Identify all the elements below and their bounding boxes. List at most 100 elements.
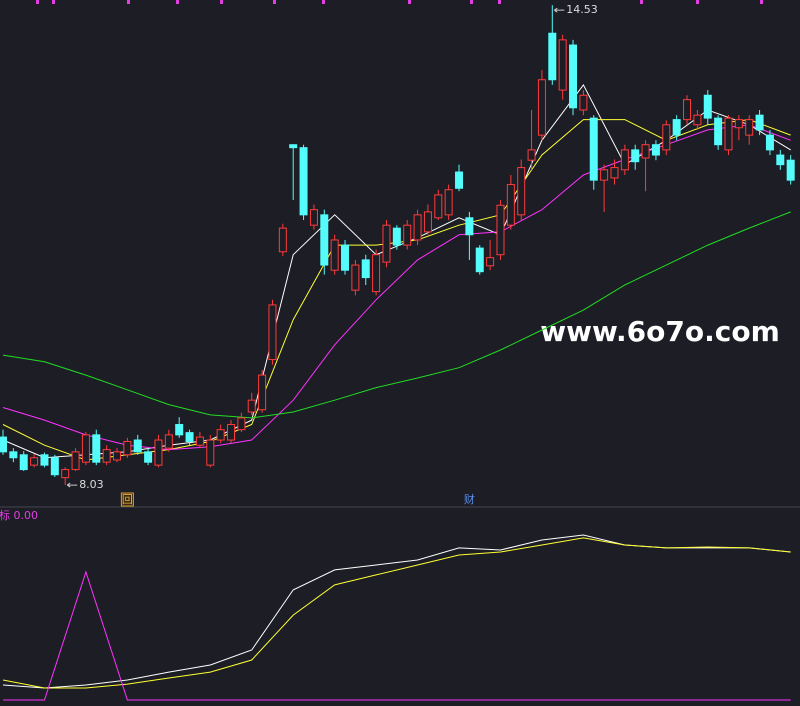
annotation-arrow [554, 7, 565, 13]
candle-body [113, 451, 122, 461]
candle-body [506, 184, 515, 226]
candle-body [755, 114, 764, 131]
candle-body [610, 167, 619, 179]
candle-body [486, 257, 495, 267]
marker-tick [36, 0, 39, 4]
candle-body [703, 94, 712, 119]
candle-body [289, 144, 298, 149]
candle-body [496, 204, 505, 256]
candle-body [81, 434, 90, 463]
candle-body [579, 94, 588, 111]
candle-body [102, 449, 111, 463]
candle-body [61, 469, 70, 479]
candle-body [475, 247, 484, 273]
candle-body [9, 451, 18, 459]
candle-body [651, 144, 660, 156]
annotation-arrow [66, 482, 78, 488]
candle-body [589, 117, 598, 181]
candle-body [714, 117, 723, 146]
indicator-line [2, 537, 791, 689]
candle-body [620, 149, 629, 171]
marker-label: 回 [122, 493, 133, 506]
candle-body [164, 434, 173, 449]
candle-body [423, 211, 432, 233]
marker-label: 财 [464, 492, 475, 506]
candle-body [247, 399, 256, 413]
marker-tick [408, 0, 411, 4]
candle-body [693, 114, 702, 126]
candle-body [372, 254, 381, 293]
indicator-line [3, 570, 791, 701]
candle-body [258, 374, 267, 411]
marker-tick [470, 0, 473, 4]
candle-body [278, 227, 287, 253]
candle-body [641, 144, 650, 159]
candle-body [71, 451, 80, 471]
candle-body [403, 224, 412, 246]
candle-body [745, 119, 754, 136]
candle-body [19, 454, 28, 471]
candle-body [672, 119, 681, 136]
marker-tick [52, 0, 55, 4]
candle-body [631, 149, 640, 163]
candle-body [455, 171, 464, 189]
candle-body [299, 147, 308, 216]
candle-body [662, 124, 671, 151]
annotation-label: 8.03 [79, 478, 104, 491]
candle-body [341, 244, 350, 271]
candle-body [444, 189, 453, 216]
candle-body [548, 32, 557, 81]
candle-body [527, 149, 536, 161]
candle-body [216, 429, 225, 441]
candle-body [765, 134, 774, 151]
watermark: www.6o7o.com [540, 315, 780, 348]
candle-body [50, 457, 59, 476]
marker-tick [760, 0, 763, 4]
marker-box [120, 492, 134, 507]
candle-body [361, 259, 370, 279]
marker-tick [220, 0, 223, 4]
marker-tick [322, 0, 325, 4]
candle-body [392, 227, 401, 246]
marker-tick [498, 0, 501, 4]
candle-body [144, 451, 153, 463]
candle-body [320, 214, 329, 266]
candle-body [413, 214, 422, 241]
candle-body [123, 441, 132, 456]
ma-line [2, 211, 791, 419]
marker-tick [176, 0, 179, 4]
candle-body [268, 304, 277, 361]
marker-tick [696, 0, 699, 4]
candle-body [154, 439, 163, 466]
annotation-label: 14.53 [566, 3, 598, 16]
candle-body [517, 167, 526, 216]
candle-body [786, 159, 795, 181]
candle-body [465, 217, 474, 236]
marker-tick [273, 0, 276, 4]
candle-body [237, 417, 246, 431]
candle-body [569, 44, 578, 109]
candle-body [537, 79, 546, 136]
candle-body [330, 239, 339, 271]
candle-body [185, 432, 194, 443]
candle-body [92, 434, 101, 463]
candle-body [30, 457, 39, 466]
candle-body [683, 99, 692, 121]
candle-body [434, 194, 443, 219]
candle-body [776, 154, 785, 166]
candle-body [195, 436, 204, 446]
indicator-label: 指标 0.00 [0, 508, 38, 522]
candle-body [382, 224, 391, 263]
candle-body [600, 169, 609, 181]
candle-body [724, 117, 733, 151]
marker-tick [640, 0, 643, 4]
candle-body [133, 439, 142, 453]
marker-tick [127, 0, 130, 4]
candle-body [0, 436, 8, 453]
candle-body [734, 119, 743, 129]
candle-body [206, 439, 215, 466]
